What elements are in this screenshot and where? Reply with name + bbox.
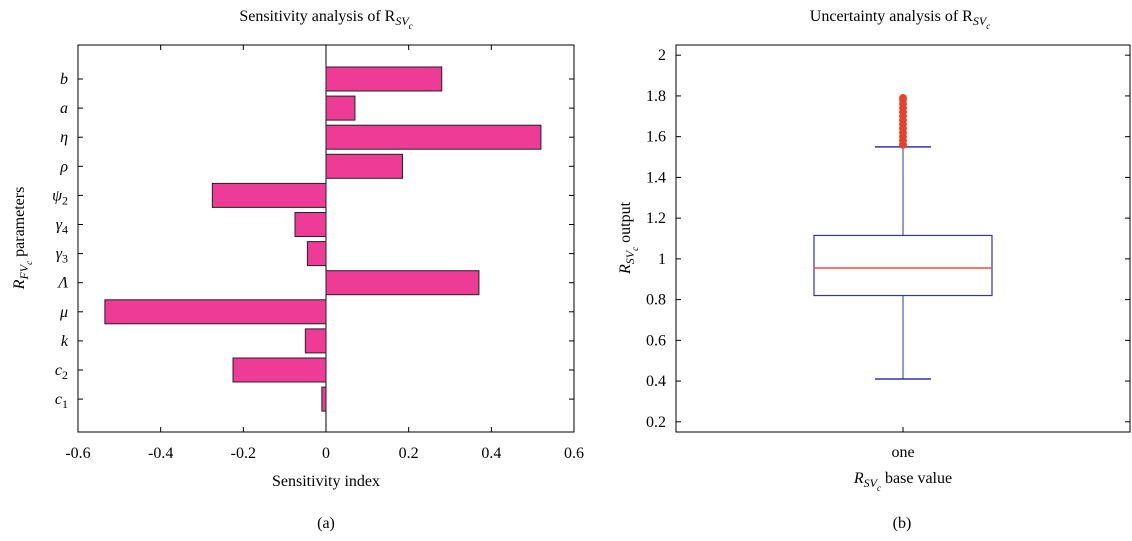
chart-b-ylabel: RSVc output	[617, 201, 640, 275]
x-tick-label: 0	[322, 445, 330, 462]
y-tick-label: η	[60, 129, 68, 146]
y-tick-label: 0.6	[646, 332, 666, 349]
chart-a-xlabel: Sensitivity index	[272, 473, 380, 490]
y-tick-label: 1.2	[646, 210, 666, 227]
chart-b-category-label: one	[891, 444, 914, 461]
bar	[325, 66, 443, 92]
y-tick-label: 1.8	[646, 88, 666, 105]
x-tick-label: -0.4	[148, 445, 173, 462]
y-tick-label: 0.2	[646, 414, 666, 431]
bar	[232, 357, 327, 383]
y-tick-label: 1.4	[646, 169, 666, 186]
outlier-point	[899, 94, 907, 102]
y-tick-label: γ3	[56, 246, 68, 266]
chart-b-title: Uncertainty analysis of RSVc	[810, 8, 990, 31]
bar	[306, 241, 327, 267]
bar	[325, 153, 403, 179]
chart-a-title: Sensitivity analysis of RSVc	[239, 8, 412, 31]
uncertainty-chart: Uncertainty analysis of RSVc 0.2 0.4 0.6 0.…	[617, 8, 1131, 532]
y-tick-label: b	[60, 71, 68, 88]
y-tick-label: c2	[55, 362, 68, 382]
x-tick-label: 0.4	[481, 445, 501, 462]
x-tick-label: -0.6	[65, 445, 90, 462]
chart-a-caption: (a)	[317, 515, 335, 532]
bar	[294, 212, 327, 237]
chart-b-xlabel: RSVc base value	[853, 470, 952, 493]
y-tick-label: 1	[658, 251, 666, 268]
y-tick-label: γ4	[56, 217, 68, 237]
y-tick-label: μ	[59, 304, 68, 321]
x-tick-label: -0.2	[231, 445, 256, 462]
bar	[325, 95, 356, 121]
chart-a-ylabel: RFVc parameters	[11, 187, 34, 291]
y-tick-label: ψ2	[52, 187, 68, 207]
y-tick-label: ρ	[59, 158, 68, 175]
y-tick-label: 0.4	[646, 373, 666, 390]
bar	[321, 386, 327, 412]
bar	[304, 328, 327, 354]
y-tick-label: c1	[55, 391, 68, 411]
box	[813, 234, 993, 297]
bar	[325, 124, 542, 150]
bar	[104, 299, 327, 325]
chart-b-caption: (b)	[893, 515, 912, 532]
sensitivity-chart: Sensitivity analysis of RSVc -0.6 -0.4 -0.…	[11, 8, 584, 532]
y-tick-label: a	[60, 100, 68, 117]
y-tick-label: 2	[658, 47, 666, 64]
y-tick-label: 0.8	[646, 292, 666, 309]
y-tick-label: k	[61, 333, 69, 350]
bar	[211, 182, 327, 208]
bar	[325, 270, 480, 296]
y-tick-label: Λ	[56, 275, 68, 292]
y-tick-label: 1.6	[646, 129, 666, 146]
x-tick-label: 0.2	[399, 445, 419, 462]
x-tick-label: 0.6	[564, 445, 584, 462]
